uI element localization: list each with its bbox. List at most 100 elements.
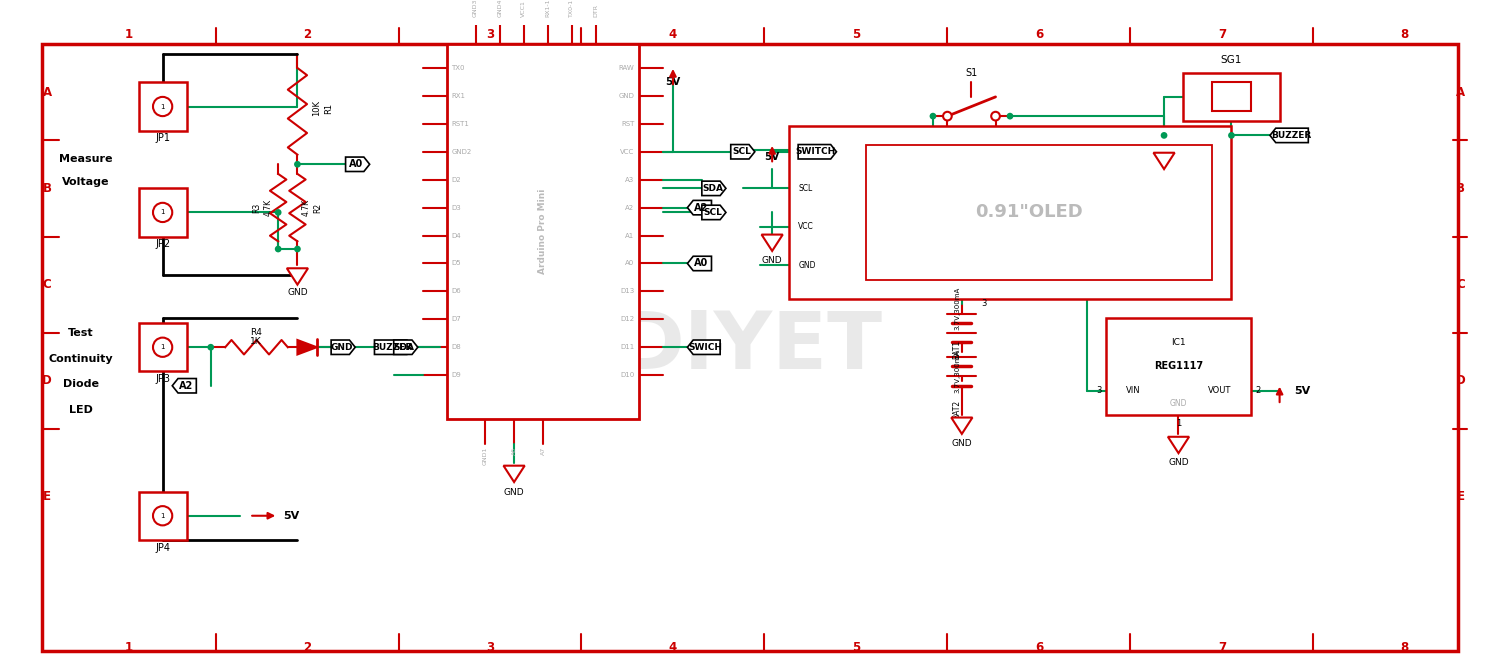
Circle shape bbox=[153, 338, 173, 357]
Text: 4: 4 bbox=[669, 28, 676, 41]
Text: A: A bbox=[1456, 86, 1466, 98]
Bar bbox=[1184, 72, 1280, 121]
Circle shape bbox=[274, 209, 282, 216]
Text: DIYET: DIYET bbox=[618, 309, 882, 386]
Text: 3.7V,300mA: 3.7V,300mA bbox=[954, 350, 960, 393]
Text: BUZZER: BUZZER bbox=[1270, 131, 1311, 140]
Text: E: E bbox=[44, 490, 51, 503]
Polygon shape bbox=[332, 340, 356, 354]
Text: D6: D6 bbox=[452, 289, 460, 295]
Text: E: E bbox=[1456, 490, 1464, 503]
Polygon shape bbox=[687, 340, 720, 354]
Text: GND4: GND4 bbox=[496, 0, 502, 17]
Circle shape bbox=[992, 112, 1000, 120]
Text: A0: A0 bbox=[350, 160, 363, 170]
Text: 5V: 5V bbox=[284, 511, 298, 521]
Text: A0: A0 bbox=[626, 261, 634, 267]
Text: A6: A6 bbox=[512, 446, 516, 455]
Polygon shape bbox=[286, 268, 308, 285]
Text: 3.7V,300mA: 3.7V,300mA bbox=[954, 287, 960, 331]
Bar bbox=[865, 145, 1212, 280]
Polygon shape bbox=[297, 340, 316, 354]
Text: 3: 3 bbox=[486, 28, 494, 41]
Text: D: D bbox=[1456, 374, 1466, 388]
Circle shape bbox=[153, 203, 173, 222]
Polygon shape bbox=[702, 205, 726, 219]
Text: 3: 3 bbox=[486, 641, 494, 654]
Text: RX1: RX1 bbox=[452, 93, 465, 99]
Text: 8: 8 bbox=[1401, 641, 1408, 654]
Text: JP3: JP3 bbox=[154, 374, 170, 384]
Polygon shape bbox=[1154, 153, 1174, 169]
Text: D: D bbox=[42, 374, 52, 388]
Text: SWICH: SWICH bbox=[688, 342, 723, 352]
Text: 5V: 5V bbox=[1294, 386, 1311, 396]
Text: Diode: Diode bbox=[63, 379, 99, 389]
Text: D2: D2 bbox=[452, 177, 460, 183]
Text: IC1: IC1 bbox=[1172, 338, 1186, 347]
Text: 1: 1 bbox=[1176, 420, 1180, 428]
Text: 1K: 1K bbox=[251, 337, 262, 346]
Text: R2: R2 bbox=[314, 203, 322, 213]
Text: GND1: GND1 bbox=[483, 446, 488, 465]
Text: VOUT: VOUT bbox=[1208, 386, 1231, 395]
Text: 1: 1 bbox=[124, 641, 134, 654]
Text: Voltage: Voltage bbox=[62, 177, 110, 187]
Text: GND: GND bbox=[1168, 458, 1190, 467]
Text: GND: GND bbox=[1154, 174, 1174, 183]
Text: TX0: TX0 bbox=[452, 65, 465, 71]
Polygon shape bbox=[172, 378, 196, 393]
Text: VIN: VIN bbox=[1125, 386, 1140, 395]
Text: GND: GND bbox=[1170, 398, 1186, 408]
Text: A: A bbox=[42, 86, 51, 98]
Text: BAT1: BAT1 bbox=[952, 340, 962, 358]
Polygon shape bbox=[951, 418, 972, 434]
Circle shape bbox=[153, 506, 173, 525]
Text: A2: A2 bbox=[694, 203, 708, 213]
Text: SDA: SDA bbox=[798, 146, 814, 154]
Text: A7: A7 bbox=[540, 446, 546, 455]
Text: A2: A2 bbox=[626, 205, 634, 211]
Text: 3: 3 bbox=[1096, 386, 1101, 395]
Text: RST1: RST1 bbox=[452, 121, 470, 127]
Text: GND: GND bbox=[504, 488, 525, 497]
Text: TX0-1: TX0-1 bbox=[570, 0, 574, 17]
Bar bbox=[789, 126, 1232, 299]
Text: D12: D12 bbox=[621, 317, 634, 323]
Text: SDA: SDA bbox=[394, 342, 416, 352]
Circle shape bbox=[1007, 113, 1014, 120]
Text: D13: D13 bbox=[620, 289, 634, 295]
Text: JP2: JP2 bbox=[154, 239, 170, 249]
Text: 1: 1 bbox=[124, 28, 134, 41]
Polygon shape bbox=[687, 256, 711, 271]
Text: VCC1: VCC1 bbox=[520, 0, 526, 17]
Polygon shape bbox=[375, 340, 413, 354]
Text: D3: D3 bbox=[452, 205, 460, 211]
Text: A1: A1 bbox=[626, 233, 634, 239]
Polygon shape bbox=[730, 144, 754, 159]
Text: 5V: 5V bbox=[666, 77, 681, 87]
Text: 1: 1 bbox=[160, 513, 165, 519]
Bar bbox=[447, 44, 639, 420]
Text: Measure: Measure bbox=[58, 154, 112, 164]
Circle shape bbox=[207, 344, 214, 350]
Circle shape bbox=[930, 113, 936, 120]
Text: D4: D4 bbox=[452, 233, 460, 239]
Polygon shape bbox=[798, 144, 837, 159]
Text: C: C bbox=[42, 278, 51, 291]
Text: REG1117: REG1117 bbox=[1154, 362, 1203, 372]
Text: 2: 2 bbox=[1256, 386, 1262, 395]
Bar bbox=[1212, 82, 1251, 111]
Text: R4: R4 bbox=[251, 329, 262, 337]
Text: BUZZER: BUZZER bbox=[372, 342, 413, 352]
Polygon shape bbox=[687, 200, 711, 215]
Text: GND: GND bbox=[951, 439, 972, 448]
Polygon shape bbox=[702, 181, 726, 196]
Text: VCC: VCC bbox=[620, 149, 634, 155]
Text: 7: 7 bbox=[1218, 641, 1225, 654]
Text: 5: 5 bbox=[852, 641, 859, 654]
Text: 1: 1 bbox=[160, 104, 165, 110]
Text: B: B bbox=[42, 182, 51, 195]
Text: -: - bbox=[1191, 90, 1196, 103]
Text: RST: RST bbox=[621, 121, 634, 127]
